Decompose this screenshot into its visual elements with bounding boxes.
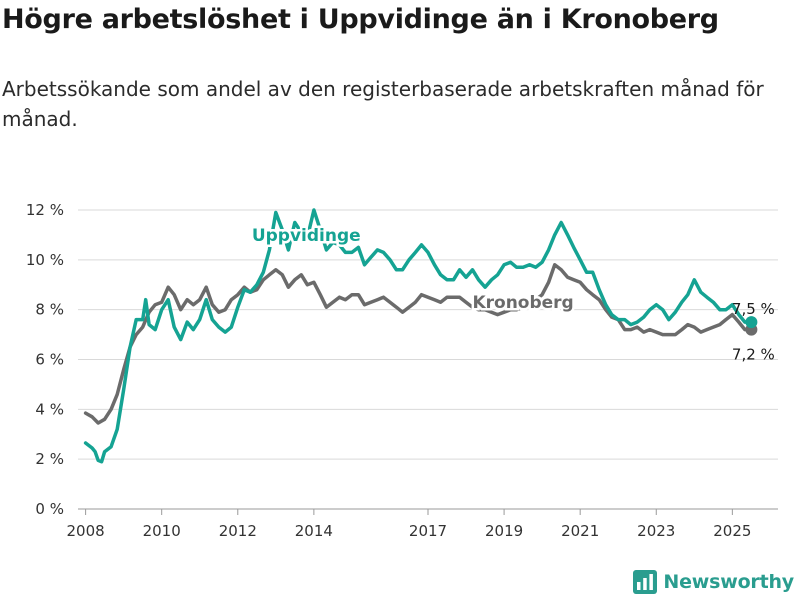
y-tick-label: 8 % xyxy=(35,301,64,319)
y-tick-label: 6 % xyxy=(35,351,64,369)
x-tick-label: 2023 xyxy=(637,522,675,540)
x-tick-label: 2014 xyxy=(295,522,333,540)
chart-subtitle: Arbetssökande som andel av den registerb… xyxy=(2,77,764,131)
chart-title: Högre arbetslöshet i Uppvidinge än i Kro… xyxy=(2,4,719,35)
y-tick-label: 4 % xyxy=(35,400,64,418)
newsworthy-chart-icon xyxy=(633,570,658,594)
x-tick-label: 2008 xyxy=(67,522,105,540)
y-tick-label: 0 % xyxy=(35,500,64,518)
x-tick-label: 2019 xyxy=(485,522,523,540)
end-value-label-uppvidinge: 7,5 % xyxy=(732,300,775,318)
x-tick-label: 2025 xyxy=(713,522,751,540)
series-labels: 7,2 % 7,5 % Uppvidinge Kronoberg xyxy=(249,223,775,364)
x-tick-label: 2017 xyxy=(409,522,447,540)
series-label-kronoberg: Kronoberg xyxy=(472,293,573,313)
y-tick-label: 10 % xyxy=(26,251,64,269)
y-axis-ticks: 0 % 2 % 4 % 6 % 8 % 10 % 12 % xyxy=(26,201,64,518)
series-line-uppvidinge xyxy=(83,208,754,464)
y-tick-label: 2 % xyxy=(35,450,64,468)
end-value-label-kronoberg: 7,2 % xyxy=(732,346,775,364)
series-line-kronoberg xyxy=(83,263,754,425)
x-tick-label: 2012 xyxy=(219,522,257,540)
series-lines xyxy=(83,208,758,464)
series-label-uppvidinge: Uppvidinge xyxy=(252,226,361,246)
y-tick-label: 12 % xyxy=(26,201,64,219)
x-tick-label: 2010 xyxy=(143,522,181,540)
x-axis-ticks: 2008 2010 2012 2014 2017 2019 2021 2023 2025 xyxy=(67,509,751,540)
brand-name: Newsworthy xyxy=(663,571,794,593)
brand-logo: Newsworthy xyxy=(633,570,794,594)
x-tick-label: 2021 xyxy=(561,522,599,540)
series-end-point-uppvidinge xyxy=(745,316,758,329)
